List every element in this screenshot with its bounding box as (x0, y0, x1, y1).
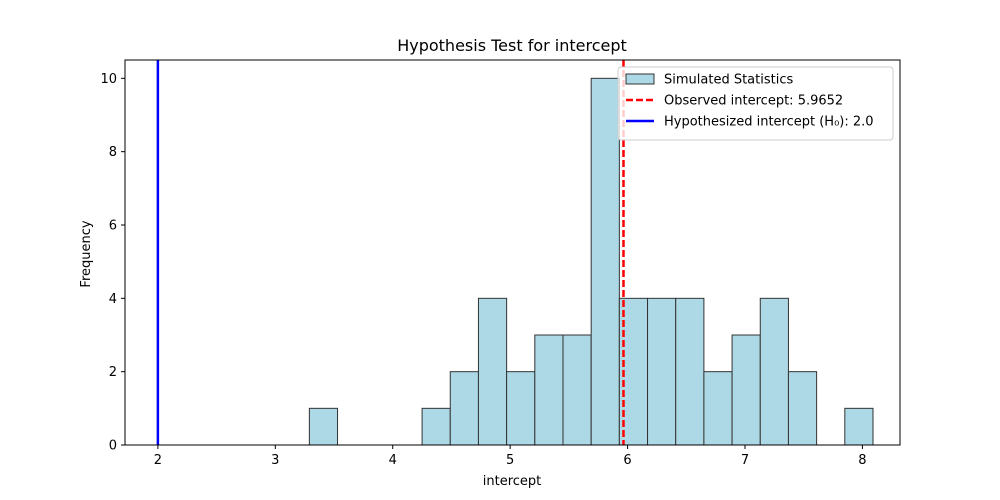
legend-label: Observed intercept: 5.9652 (664, 94, 843, 109)
legend-swatch-bar (625, 73, 655, 85)
legend-label: Hypothesized intercept (H₀): 2.0 (664, 115, 874, 130)
histogram-bar (731, 334, 761, 446)
histogram-bar (477, 297, 508, 446)
x-tick-label: 2 (154, 453, 162, 468)
histogram-bar (787, 371, 818, 446)
histogram-bar (534, 334, 564, 446)
histogram-bar (506, 371, 536, 446)
y-tick-label: 6 (109, 219, 117, 234)
histogram-bar (449, 371, 479, 446)
x-tick-label: 5 (506, 453, 514, 468)
x-tick-label: 7 (741, 453, 749, 468)
x-tick-label: 6 (623, 453, 631, 468)
axes-frame (124, 59, 901, 446)
y-tick-label: 10 (100, 72, 117, 87)
histogram-bar (759, 297, 789, 446)
y-axis-label: Frequency (79, 220, 94, 287)
histogram-bar (844, 407, 874, 446)
chart-title: Hypothesis Test for intercept (397, 36, 627, 55)
histogram-bar (647, 297, 677, 446)
x-axis-label: intercept (483, 474, 542, 489)
legend-label: Simulated Statistics (664, 73, 793, 88)
histogram-bar (590, 77, 620, 446)
histogram-bar (675, 297, 705, 446)
histogram-bar (562, 334, 592, 446)
legend-box (617, 66, 894, 141)
histogram-bar (308, 407, 339, 446)
legend: Simulated Statistics Observed intercept: … (617, 66, 894, 141)
plot-area: 2 3 4 5 6 7 8 0 2 4 6 8 10 (100, 59, 901, 468)
histogram-bar (421, 407, 451, 446)
x-tick-label: 4 (389, 453, 397, 468)
y-tick-label: 2 (109, 365, 117, 380)
y-tick-label: 0 (109, 439, 117, 454)
histogram-bar (703, 371, 733, 446)
x-tick-label: 3 (271, 453, 279, 468)
x-tick-label: 8 (858, 453, 866, 468)
y-tick-label: 8 (109, 145, 117, 160)
y-tick-label: 4 (109, 292, 117, 307)
